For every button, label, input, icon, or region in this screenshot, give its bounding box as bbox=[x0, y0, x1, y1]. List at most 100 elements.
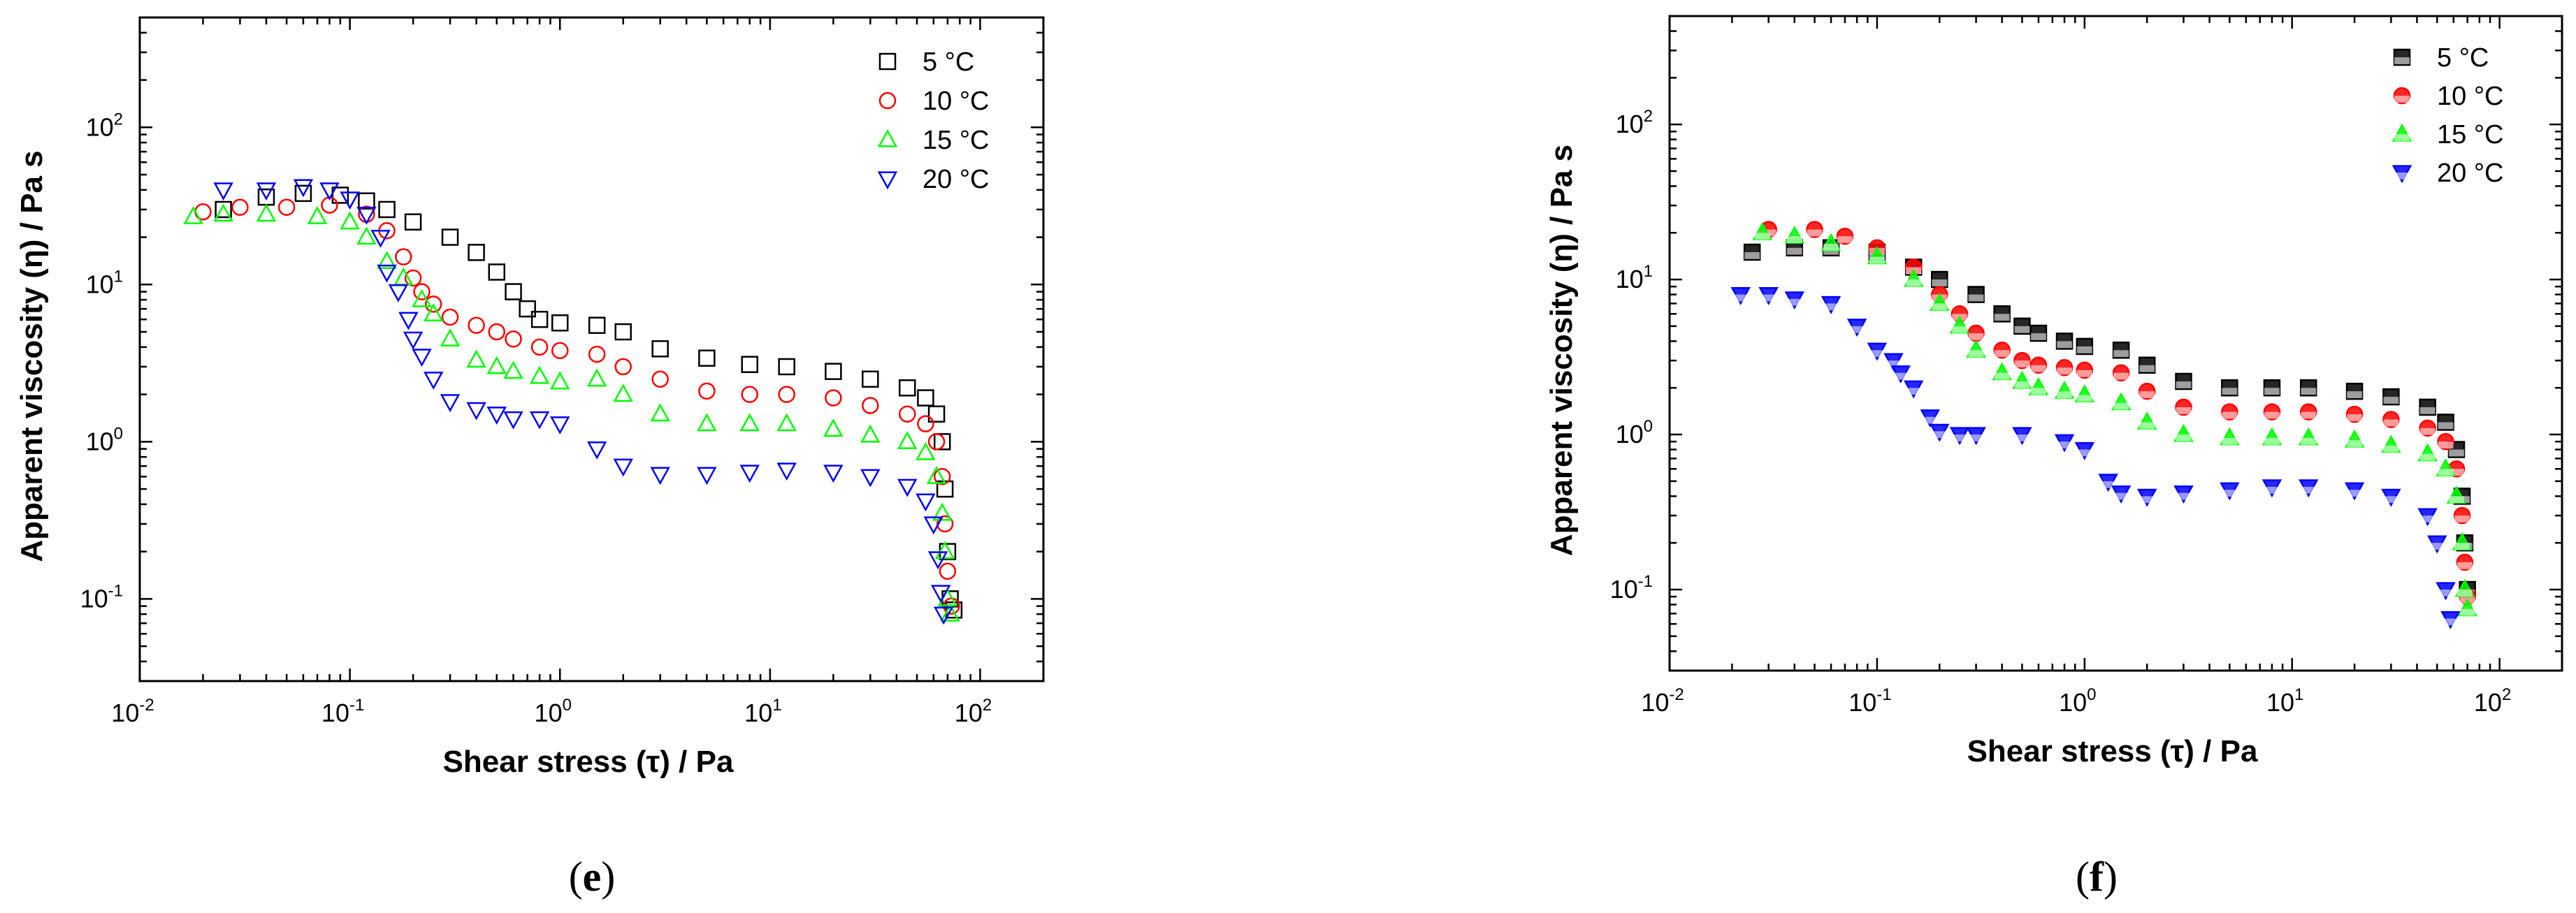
data-point-half bbox=[1744, 251, 1760, 259]
data-point-half bbox=[2076, 346, 2092, 353]
data-point-half bbox=[2139, 365, 2155, 372]
data-point bbox=[441, 308, 459, 326]
data-point bbox=[395, 248, 412, 265]
data-point bbox=[213, 203, 233, 222]
data-point bbox=[588, 316, 606, 334]
data-point-half bbox=[2301, 411, 2317, 419]
data-point-half bbox=[2113, 372, 2129, 380]
data-point-half bbox=[1823, 303, 1839, 311]
data-point bbox=[503, 360, 523, 379]
data-point-half bbox=[2076, 370, 2092, 377]
data-point bbox=[370, 229, 391, 248]
data-point-half bbox=[2347, 414, 2363, 421]
series-15C bbox=[183, 203, 960, 622]
data-point bbox=[213, 182, 233, 201]
data-point-half bbox=[1786, 298, 1802, 306]
data-point bbox=[923, 516, 944, 535]
legend-label: 15 °C bbox=[922, 126, 989, 155]
data-point bbox=[530, 338, 549, 356]
data-point bbox=[412, 349, 432, 367]
data-point bbox=[388, 284, 409, 302]
legend-label: 15 °C bbox=[2437, 120, 2503, 149]
data-point bbox=[862, 370, 879, 388]
data-point-half bbox=[2419, 453, 2436, 461]
data-point bbox=[927, 405, 946, 423]
data-point-half bbox=[1869, 256, 1885, 264]
x-tick-label: 100 bbox=[535, 696, 572, 727]
data-point-half bbox=[1922, 416, 1938, 424]
data-point bbox=[934, 467, 951, 485]
data-point bbox=[356, 226, 377, 245]
x-axis-title: Shear stress (τ) / Pa bbox=[1967, 734, 2258, 768]
x-tick-label: 10-1 bbox=[1848, 685, 1891, 717]
data-point-half bbox=[1968, 350, 1984, 358]
data-point bbox=[413, 283, 430, 300]
y-tick-label: 102 bbox=[86, 110, 123, 141]
data-point-half bbox=[2176, 381, 2192, 388]
data-point bbox=[940, 603, 960, 622]
data-point-half bbox=[2057, 441, 2073, 449]
plot-frame bbox=[138, 16, 1045, 682]
data-point bbox=[898, 405, 916, 423]
legend-label: 20 °C bbox=[2437, 159, 2503, 188]
data-point bbox=[823, 465, 844, 483]
data-point-half bbox=[2057, 367, 2073, 375]
legend-marker-half bbox=[2394, 134, 2410, 141]
data-point-half bbox=[1786, 247, 1802, 255]
data-point bbox=[860, 424, 881, 443]
y-tick-label: 101 bbox=[86, 267, 123, 298]
data-point bbox=[586, 368, 607, 387]
data-point-half bbox=[2383, 397, 2399, 404]
x-tick-label: 102 bbox=[955, 696, 992, 727]
data-point-half bbox=[2030, 388, 2046, 395]
data-point bbox=[398, 312, 419, 330]
data-point bbox=[778, 386, 795, 403]
data-point bbox=[331, 187, 349, 204]
data-point-half bbox=[2057, 391, 2073, 399]
data-point bbox=[825, 389, 842, 407]
data-point bbox=[932, 502, 953, 521]
data-point-half bbox=[2347, 490, 2363, 497]
data-point bbox=[486, 356, 507, 374]
legend-marker bbox=[878, 52, 897, 71]
data-point-half bbox=[2438, 422, 2454, 430]
data-point-half bbox=[2454, 516, 2470, 523]
data-point bbox=[927, 551, 948, 570]
legend-label: 5 °C bbox=[2437, 43, 2489, 73]
data-point-half bbox=[2347, 391, 2363, 399]
data-point bbox=[860, 469, 881, 488]
data-point bbox=[425, 295, 442, 313]
legend-label: 10 °C bbox=[2437, 82, 2503, 111]
data-point-half bbox=[2100, 481, 2116, 488]
data-point bbox=[468, 244, 485, 261]
data-point bbox=[917, 389, 934, 407]
data-point bbox=[934, 606, 954, 625]
data-point-half bbox=[2419, 516, 2436, 523]
series-5C bbox=[1743, 239, 2476, 599]
data-point-half bbox=[1906, 279, 1922, 286]
data-point-half bbox=[1968, 294, 1984, 302]
series-15C bbox=[1752, 222, 2477, 617]
data-point-half bbox=[2459, 608, 2475, 616]
plot-frame bbox=[1668, 15, 2563, 672]
panel-e-chart: 10-2 10-1 100 101 102 10-1 100 101 102 Shear stre… bbox=[15, 16, 1045, 900]
data-point bbox=[776, 413, 797, 432]
data-point-half bbox=[2419, 407, 2436, 414]
data-point-half bbox=[2443, 618, 2459, 626]
data-point bbox=[358, 192, 375, 210]
data-point bbox=[651, 340, 669, 358]
legend-marker bbox=[877, 129, 898, 147]
data-point-half bbox=[1823, 247, 1839, 255]
data-point-half bbox=[2222, 388, 2238, 395]
data-point-half bbox=[1754, 233, 1770, 240]
y-tick-label: 10-1 bbox=[1610, 572, 1653, 604]
data-point bbox=[916, 441, 936, 460]
data-point bbox=[697, 467, 717, 485]
x-tick-label: 101 bbox=[744, 696, 781, 727]
y-tick-label: 101 bbox=[1616, 262, 1653, 293]
data-point bbox=[862, 397, 879, 414]
data-point-half bbox=[2456, 562, 2473, 569]
data-point bbox=[698, 382, 716, 400]
data-point-half bbox=[2014, 360, 2030, 368]
data-point bbox=[466, 402, 486, 421]
